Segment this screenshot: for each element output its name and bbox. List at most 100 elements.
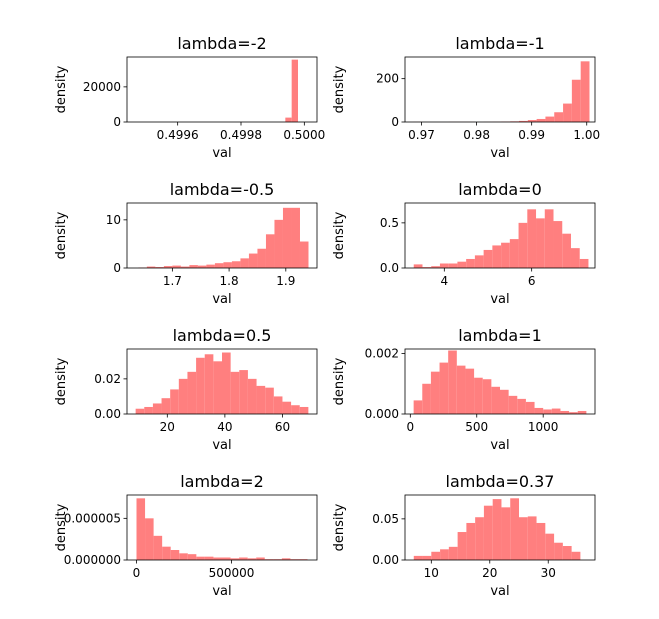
histogram-bar [239,557,248,560]
histogram-bar [282,401,292,414]
histogram-bar [440,549,449,560]
y-tick-label: 0.5 [380,216,399,230]
x-tick-label: 1.8 [220,274,239,288]
histogram-bar [298,559,308,560]
histogram-bar [466,258,475,268]
y-tick-label: 20000 [83,80,121,94]
histogram-bar [562,546,572,560]
subplot-title: lambda=0.5 [173,326,272,345]
x-tick-label: 4 [440,274,448,288]
histogram-bar [153,535,163,560]
histogram-bar [474,255,484,268]
histogram-bar [197,265,207,268]
histogram-bar [536,118,546,122]
histogram-bar [519,120,528,122]
histogram-bar [222,557,231,560]
histogram-bar [204,556,214,560]
histogram-bar [508,395,518,414]
histogram-bar [430,371,440,414]
x-tick-label: 0.98 [463,128,490,142]
histogram-bar [145,518,154,560]
histogram-bar [248,253,258,268]
subplot-4: 4 6 0.0 0.5 lambda=0 val density [332,180,596,307]
histogram-bar [265,234,275,268]
histogram-bar [509,239,519,268]
x-tick-label: 1.7 [163,274,182,288]
subplot-title: lambda=-0.5 [170,180,275,199]
subplot-8: 10 20 30 0.00 0.05 lambda=0.37 val density [332,472,596,599]
histogram-bar [536,522,546,560]
y-axis-label: density [54,65,69,113]
histogram-bar [501,242,510,268]
histogram-bar [161,398,171,414]
y-axis-label: density [332,65,347,113]
y-axis-label: density [332,211,347,259]
histogram-bar [527,209,537,268]
histogram-bar [475,517,484,560]
histogram-bar [422,555,432,560]
histogram-bar [257,248,266,268]
y-axis-label: density [54,503,69,551]
subplot-1: 0.4996 0.4998 0.5000 0 20000 lambda=-2 val dens… [54,34,325,161]
x-tick-label: 0 [133,566,141,580]
subplot-title: lambda=-2 [177,34,266,53]
histogram-bar [213,557,222,560]
histogram-bar [569,412,578,414]
x-tick-label: 0.4996 [157,128,199,142]
x-axis-label: val [212,292,231,307]
histogram-bar [196,556,205,560]
histogram-bar [187,371,197,414]
histogram-bar [152,403,162,414]
histogram-bar [144,406,153,414]
histogram-bar [187,554,197,560]
histogram-bar [222,352,231,414]
histogram-bar [265,387,274,414]
histogram-bar [571,551,581,560]
histogram-bar [214,263,224,268]
x-tick-label: 6 [528,274,536,288]
histogram-bar [146,266,156,268]
histogram-bar [413,264,423,268]
histogram-bar [204,354,214,414]
histogram-bar [223,262,232,268]
histogram-bar [501,507,511,560]
y-tick-label: 0.0 [380,261,399,275]
y-tick-label: 0.000000 [64,553,121,567]
axes-frame [126,494,318,561]
histogram-bar [525,401,535,414]
histogram-bar [135,408,145,414]
y-tick-label: 10 [106,213,121,227]
histogram-bar [231,261,241,268]
y-tick-label: 0 [113,261,121,275]
x-tick-label: 40 [217,420,232,434]
subplot-7: 0 500000 0.000000 0.000005 lambda=2 val densit… [54,472,318,599]
histogram-bar [545,116,555,122]
x-tick-label: 0.5000 [283,128,325,142]
x-axis-label: val [490,584,509,599]
axes-frame [126,56,318,123]
histogram-bar [482,379,492,414]
histogram-bar [431,266,440,268]
x-tick-label: 1.00 [573,128,600,142]
histogram-bar [483,505,493,560]
subplot-title: lambda=0.37 [446,472,555,491]
histogram-bar [299,241,309,268]
histogram-bar [291,59,298,122]
x-tick-label: 30 [541,566,556,580]
histogram-bar [466,522,476,560]
histogram-bar [163,266,173,268]
subplot-title: lambda=0 [458,180,542,199]
y-axis-label: density [332,357,347,405]
y-tick-label: 0.00 [94,407,121,421]
x-tick-label: 500 [465,420,488,434]
x-tick-label: 0.4998 [220,128,262,142]
histogram-bar [247,558,257,560]
subplot-6: 0 500 1000 0.000 0.002 lambda=1 val density [332,326,596,453]
x-axis-label: val [490,292,509,307]
histogram-bar [483,249,493,268]
y-tick-label: 0 [113,115,121,129]
x-axis-label: val [490,438,509,453]
x-axis-label: val [212,438,231,453]
subplot-title: lambda=2 [180,472,264,491]
subplot-title: lambda=1 [458,326,542,345]
